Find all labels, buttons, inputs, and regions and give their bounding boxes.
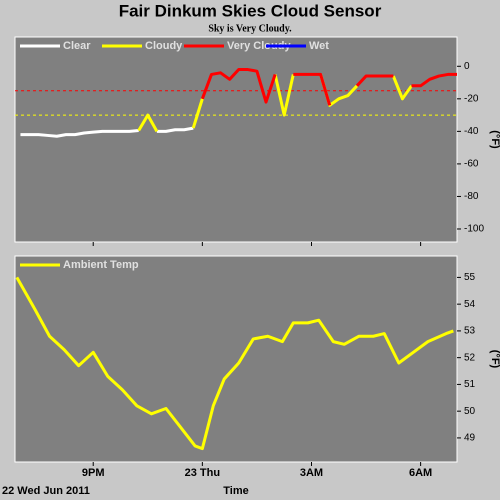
data-line	[15, 276, 454, 451]
chart-title: Fair Dinkum Skies Cloud Sensor	[119, 1, 382, 20]
legend-label: Ambient Temp	[63, 259, 139, 271]
x-tick-label: 9PM	[82, 467, 105, 479]
y-tick-label: 55	[464, 272, 476, 283]
y-tick-label: -80	[464, 191, 479, 202]
legend-label: Very Cloudy	[227, 40, 291, 52]
data-line	[191, 98, 204, 129]
plot-area	[14, 255, 458, 463]
y-tick-label: -100	[464, 224, 484, 235]
data-line	[391, 75, 413, 101]
x-tick-label: 3AM	[300, 467, 323, 479]
legend-label: Cloudy	[145, 40, 183, 52]
data-line	[293, 72, 332, 106]
y-axis-label: (°F)	[489, 350, 500, 369]
x-tick-label: 6AM	[409, 467, 432, 479]
chart-subtitle: Sky is Very Cloudy.	[208, 23, 292, 34]
data-line	[200, 68, 277, 104]
y-tick-label: 50	[464, 406, 476, 417]
plot-area	[14, 36, 458, 243]
data-line	[411, 72, 457, 88]
y-tick-label: -60	[464, 159, 479, 170]
y-tick-label: 53	[464, 326, 476, 337]
x-axis-label: Time	[223, 485, 248, 497]
y-tick-label: 51	[464, 379, 476, 390]
y-tick-label: -40	[464, 126, 479, 137]
y-tick-label: 54	[464, 299, 476, 310]
y-axis-label: (°F)	[489, 130, 500, 149]
y-tick-label: -20	[464, 93, 479, 104]
date-label: 22 Wed Jun 2011	[2, 485, 90, 497]
data-line	[355, 74, 394, 87]
data-line	[20, 129, 139, 138]
data-line	[137, 113, 159, 133]
legend-label: Wet	[309, 40, 329, 52]
data-line	[273, 74, 295, 117]
y-tick-label: 49	[464, 433, 476, 444]
x-tick-label: 23 Thu	[185, 467, 220, 479]
y-tick-label: 52	[464, 352, 476, 363]
data-line	[156, 126, 194, 133]
y-tick-label: 0	[464, 61, 470, 72]
legend-label: Clear	[63, 40, 91, 52]
